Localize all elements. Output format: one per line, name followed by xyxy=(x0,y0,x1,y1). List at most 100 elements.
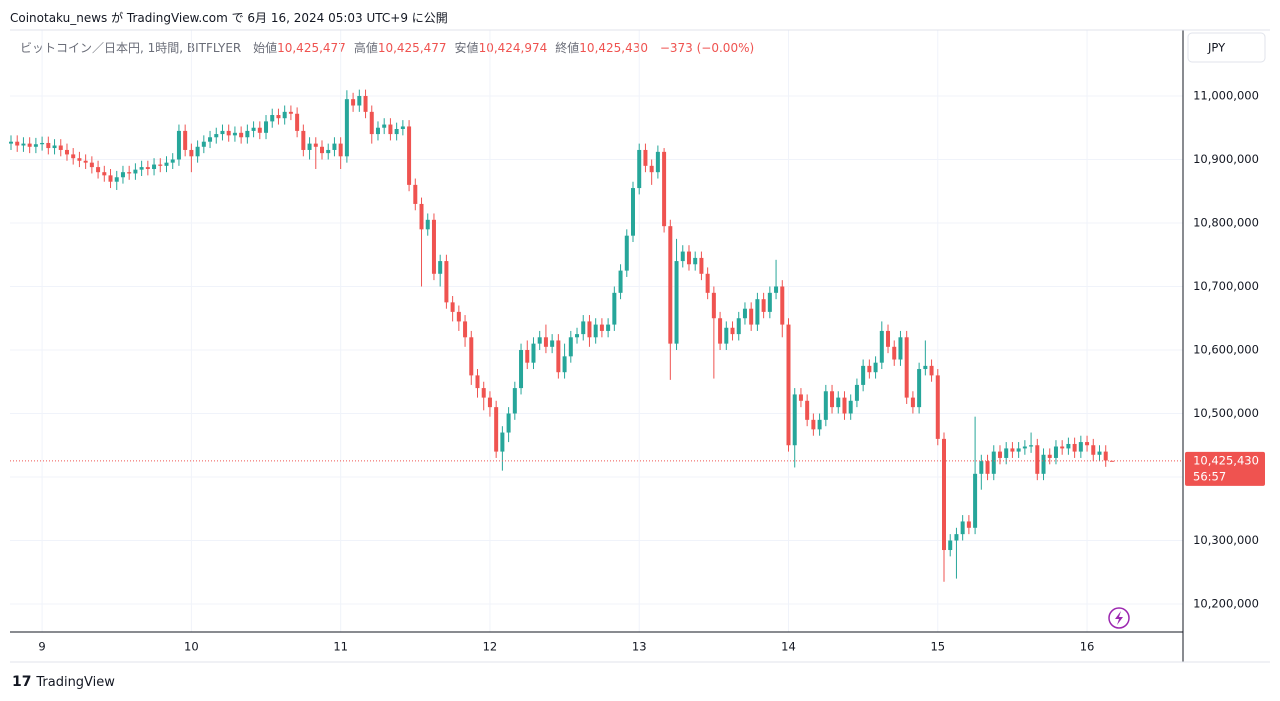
candle-body xyxy=(792,394,797,446)
candle-body xyxy=(369,111,374,135)
candle-body xyxy=(767,292,772,312)
candle-body xyxy=(425,219,430,230)
candle-body xyxy=(96,167,101,173)
candle-body xyxy=(1078,442,1083,452)
candle-body xyxy=(1029,445,1034,447)
candle-body xyxy=(755,299,760,325)
candle-body xyxy=(543,337,548,347)
y-tick-label: 10,600,000 xyxy=(1193,342,1259,356)
candle-body xyxy=(593,324,598,338)
candle-body xyxy=(1103,451,1108,461)
candle-body xyxy=(176,130,181,160)
candle-body xyxy=(637,149,642,189)
y-tick-label: 10,900,000 xyxy=(1193,152,1259,166)
candle-body xyxy=(655,151,660,173)
candle-body xyxy=(450,302,455,312)
candle-body xyxy=(83,160,88,163)
footer-logo: 17 TradingView xyxy=(12,674,115,690)
y-tick-label: 10,800,000 xyxy=(1193,215,1259,229)
candle-body xyxy=(1035,445,1040,474)
candle-body xyxy=(344,99,349,157)
candle-body xyxy=(164,162,169,166)
y-tick-label: 10,300,000 xyxy=(1193,533,1259,547)
x-tick-label: 11 xyxy=(333,640,348,654)
ohlc-value: 10,424,974 xyxy=(478,41,548,55)
x-tick-label: 15 xyxy=(930,640,945,654)
last-price-label: 10,425,430 xyxy=(1193,453,1259,467)
candle-body xyxy=(158,164,163,166)
ohlc-label: 高値 xyxy=(353,41,378,55)
candle-body xyxy=(357,95,362,106)
candle-body xyxy=(910,397,915,408)
candle-body xyxy=(917,369,922,408)
candle-body xyxy=(537,337,542,344)
y-tick-label: 10,500,000 xyxy=(1193,406,1259,420)
candle-body xyxy=(307,143,312,150)
candle-body xyxy=(842,397,847,414)
candle-body xyxy=(892,346,897,360)
candle-body xyxy=(954,534,959,541)
candle-body xyxy=(407,126,412,185)
candle-body xyxy=(21,143,26,146)
candle-body xyxy=(127,172,132,174)
candle-body xyxy=(761,299,766,312)
candle-body xyxy=(1041,454,1046,474)
candle-body xyxy=(239,132,244,138)
candle-body xyxy=(550,340,555,347)
x-tick-label: 12 xyxy=(483,640,498,654)
candle-body xyxy=(519,349,524,389)
candle-body xyxy=(898,337,903,360)
candle-body xyxy=(556,340,561,373)
candle-body xyxy=(848,400,853,414)
candle-body xyxy=(1016,448,1021,452)
candle-body xyxy=(830,391,835,408)
candle-body xyxy=(456,311,461,322)
candle-body xyxy=(400,126,405,129)
candle-body xyxy=(811,419,816,430)
candle-body xyxy=(9,141,13,144)
candle-body xyxy=(257,127,262,133)
candle-body xyxy=(245,130,250,138)
candle-body xyxy=(276,115,281,119)
candle-body xyxy=(226,130,231,136)
currency: JPY xyxy=(1207,41,1226,55)
candle-body xyxy=(375,127,380,135)
candle-body xyxy=(581,321,586,335)
candle-body xyxy=(1047,454,1052,458)
alert-icon xyxy=(1108,607,1130,629)
candle-body xyxy=(487,397,492,408)
currency-box xyxy=(1187,32,1266,63)
candle-body xyxy=(133,169,138,174)
candle-body xyxy=(985,461,990,474)
ohlc-value: 10,425,430 xyxy=(579,41,649,55)
candle-body xyxy=(214,134,219,138)
candle-body xyxy=(786,324,791,446)
candle-body xyxy=(481,388,486,398)
candle-body xyxy=(575,334,580,338)
candle-body xyxy=(506,413,511,433)
candle-body xyxy=(77,158,82,161)
candle-body xyxy=(1060,446,1065,449)
candle-body xyxy=(145,167,150,170)
candle-body xyxy=(1053,446,1058,458)
candle-body xyxy=(201,141,206,147)
x-tick-label: 9 xyxy=(38,640,45,654)
candle-body xyxy=(749,308,754,325)
countdown: 56:57 xyxy=(1193,469,1226,483)
candle-body xyxy=(431,219,436,274)
candle-body xyxy=(326,149,331,154)
candle-body xyxy=(823,391,828,420)
candle-body xyxy=(58,145,63,150)
candle-body xyxy=(419,203,424,230)
candle-body xyxy=(929,365,934,376)
candle-body xyxy=(624,235,629,271)
candle-body xyxy=(288,111,293,114)
candle-body xyxy=(948,540,953,551)
ohlc-legend: ビットコイン／日本円, 1時間, BITFLYER 始値10,425,477 高値… xyxy=(20,39,754,56)
candle-body xyxy=(606,324,611,331)
candle-body xyxy=(904,337,909,398)
last-price-box xyxy=(1185,451,1265,486)
candle-body xyxy=(736,318,741,335)
y-tick-label: 10,700,000 xyxy=(1193,279,1259,293)
